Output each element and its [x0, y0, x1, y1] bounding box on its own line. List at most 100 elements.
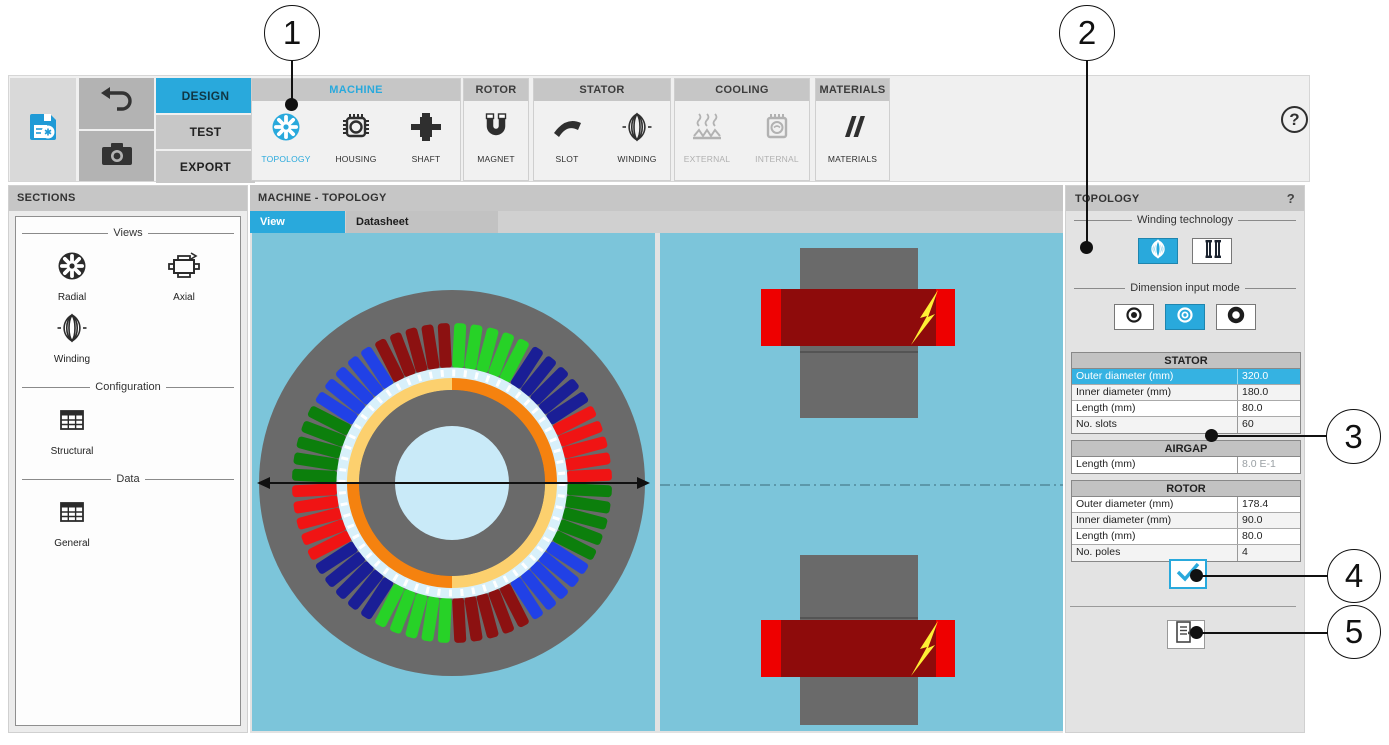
row-value[interactable]: 180.0: [1237, 385, 1300, 400]
validate-button[interactable]: [1169, 559, 1207, 589]
camera-icon: [97, 137, 137, 176]
tab-bar: View Datasheet: [250, 211, 1063, 233]
winding-technology-legend: Winding technology: [1074, 214, 1296, 226]
help-button[interactable]: ?: [1281, 106, 1308, 133]
sidebar-item-general[interactable]: General: [16, 487, 128, 549]
internal-cooling-icon: [760, 110, 794, 149]
row-value[interactable]: 80.0: [1237, 401, 1300, 416]
sidebar-item-winding[interactable]: Winding: [16, 303, 128, 365]
row-value[interactable]: 80.0: [1237, 529, 1300, 544]
tab-datasheet[interactable]: Datasheet: [346, 211, 498, 233]
ring-filled-dot-icon: [1121, 305, 1147, 330]
toolbar-item-external-cooling: EXTERNAL: [676, 110, 738, 164]
group-cooling: COOLING EXTERNAL INTERNAL: [674, 78, 810, 181]
table-row[interactable]: No. slots 60: [1072, 417, 1300, 433]
dimension-table-stator: STATOR Outer diameter (mm) 320.0 Inner diam…: [1071, 352, 1301, 434]
row-label: Outer diameter (mm): [1076, 370, 1174, 382]
top-toolbar: DESIGN TEST EXPORT MACHINE TOPOLOGY HOUS…: [8, 75, 1310, 183]
dimension-input-legend: Dimension input mode: [1074, 282, 1296, 294]
thick-ring-icon: [1223, 305, 1249, 330]
row-value[interactable]: 320.0: [1237, 369, 1300, 384]
data-legend: Data: [22, 473, 234, 485]
structural-table-icon: [55, 403, 89, 442]
row-value[interactable]: 8.0 E-1: [1237, 457, 1300, 473]
axial-cross-section-pane[interactable]: [660, 233, 1063, 731]
group-machine: MACHINE TOPOLOGY HOUSING SHAFT: [251, 78, 461, 181]
toolbar-item-topology[interactable]: TOPOLOGY: [255, 110, 317, 164]
row-label: Length (mm): [1076, 458, 1136, 470]
group-materials: MATERIALS MATERIALS: [815, 78, 890, 181]
table-row[interactable]: Length (mm) 8.0 E-1: [1072, 457, 1300, 473]
test-mode-button[interactable]: TEST: [156, 115, 255, 149]
toolbar-item-materials[interactable]: MATERIALS: [822, 110, 884, 164]
dimension-tables: STATOR Outer diameter (mm) 320.0 Inner diam…: [1071, 352, 1301, 568]
table-row[interactable]: Length (mm) 80.0: [1072, 529, 1300, 545]
toolbar-item-magnet[interactable]: MAGNET: [465, 110, 527, 164]
sidebar-item-structural[interactable]: Structural: [16, 395, 128, 457]
row-value[interactable]: 90.0: [1237, 513, 1300, 528]
winding-tech-hairpin-button[interactable]: [1192, 238, 1232, 264]
toolbar-item-internal-cooling: INTERNAL: [746, 110, 808, 164]
row-label: Length (mm): [1076, 402, 1136, 414]
configuration-legend: Configuration: [22, 381, 234, 393]
dim-mode-middle-button[interactable]: [1165, 304, 1205, 330]
check-icon: [1172, 559, 1204, 590]
export-mode-button[interactable]: EXPORT: [156, 151, 255, 183]
machine-topology-view: MACHINE - TOPOLOGY View Datasheet: [250, 185, 1063, 733]
hairpin-winding-icon: [1199, 238, 1225, 265]
dimension-input-buttons: [1066, 304, 1304, 330]
table-row[interactable]: Outer diameter (mm) 178.4: [1072, 497, 1300, 513]
table-row[interactable]: Length (mm) 80.0: [1072, 401, 1300, 417]
row-value[interactable]: 60: [1237, 417, 1300, 433]
table-title: STATOR: [1072, 353, 1300, 369]
topology-panel: TOPOLOGY ? Winding technology Dimension …: [1065, 185, 1305, 733]
save-button[interactable]: [10, 78, 76, 181]
slot-icon: [550, 110, 584, 149]
callout-1: 1: [264, 5, 320, 61]
undo-icon: [97, 84, 137, 123]
topology-panel-header: TOPOLOGY ?: [1066, 186, 1304, 211]
axial-view-icon: [167, 249, 201, 288]
panel-help-button[interactable]: ?: [1286, 191, 1295, 206]
callout-3-line: [1212, 435, 1327, 437]
group-rotor-title: ROTOR: [464, 79, 528, 101]
toolbar-item-winding[interactable]: WINDING: [606, 110, 668, 164]
winding-technology-buttons: [1066, 238, 1304, 264]
tab-view[interactable]: View: [250, 211, 345, 233]
toolbar-item-housing[interactable]: HOUSING: [325, 110, 387, 164]
dim-mode-outer-button[interactable]: [1216, 304, 1256, 330]
callout-4-line: [1196, 575, 1328, 577]
winding-tech-coil-button[interactable]: [1138, 238, 1178, 264]
row-value[interactable]: 4: [1237, 545, 1300, 561]
design-mode-button[interactable]: DESIGN: [156, 78, 255, 113]
group-materials-title: MATERIALS: [816, 79, 889, 101]
table-row[interactable]: Inner diameter (mm) 180.0: [1072, 385, 1300, 401]
materials-icon: [836, 110, 870, 149]
table-row[interactable]: Inner diameter (mm) 90.0: [1072, 513, 1300, 529]
toolbar-item-slot[interactable]: SLOT: [536, 110, 598, 164]
dim-mode-inner-button[interactable]: [1114, 304, 1154, 330]
callout-3: 3: [1326, 409, 1381, 464]
row-label: Inner diameter (mm): [1076, 386, 1172, 398]
magnet-icon: [479, 110, 513, 149]
toolbar-item-shaft[interactable]: SHAFT: [395, 110, 457, 164]
table-row[interactable]: Outer diameter (mm) 320.0: [1072, 369, 1300, 385]
radial-cross-section: [252, 233, 655, 731]
row-value[interactable]: 178.4: [1237, 497, 1300, 512]
general-table-icon: [55, 495, 89, 534]
housing-icon: [339, 110, 373, 149]
row-label: No. poles: [1076, 546, 1121, 558]
table-row[interactable]: No. poles 4: [1072, 545, 1300, 561]
row-label: Length (mm): [1076, 530, 1136, 542]
radial-cross-section-pane[interactable]: [252, 233, 655, 731]
callout-5: 5: [1327, 605, 1381, 659]
sidebar-item-radial[interactable]: Radial: [16, 241, 128, 303]
winding-view-icon: [55, 311, 89, 350]
views-legend: Views: [22, 227, 234, 239]
undo-button[interactable]: [79, 78, 154, 129]
external-cooling-icon: [690, 110, 724, 149]
sections-title: SECTIONS: [9, 186, 247, 211]
sidebar-item-axial[interactable]: Axial: [128, 241, 240, 303]
view-area: [250, 233, 1063, 733]
screenshot-button[interactable]: [79, 131, 154, 181]
